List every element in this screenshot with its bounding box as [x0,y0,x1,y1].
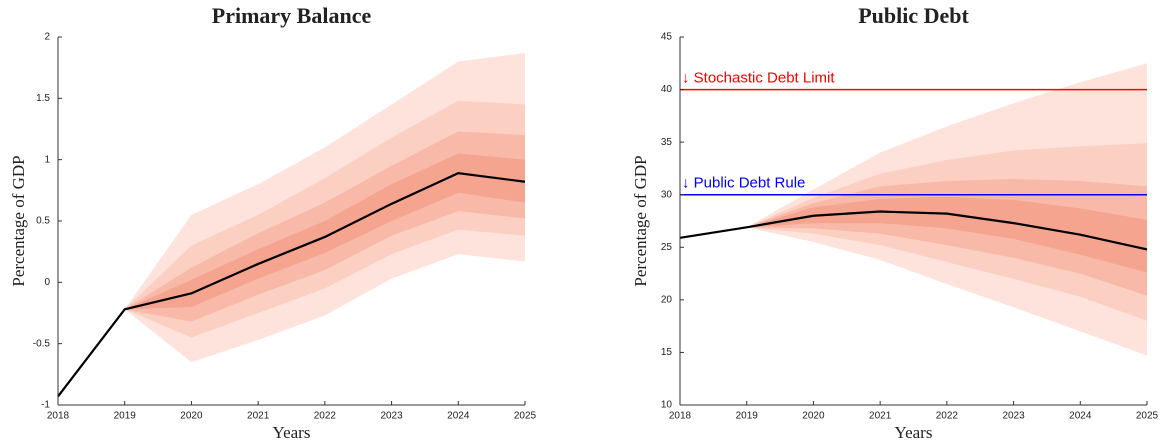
x-tick-label: 2024 [1069,411,1092,422]
y-tick-label: 0 [44,277,50,288]
x-tick-label: 2019 [736,411,759,422]
reference-label: ↓ Public Debt Rule [682,175,805,192]
y-tick-label: 10 [661,400,673,411]
x-tick-label: 2020 [180,411,203,422]
x-tick-label: 2020 [802,411,825,422]
x-tick-label: 2022 [936,411,959,422]
y-tick-label: 20 [661,294,673,305]
x-tick-label: 2023 [1002,411,1025,422]
x-tick-label: 2018 [669,411,692,422]
x-tick-label: 2018 [47,411,70,422]
fan-band [124,153,525,310]
x-tick-label: 2019 [114,411,137,422]
chart-title: Primary Balance [212,3,372,28]
y-tick-label: -0.5 [33,338,51,349]
y-axis-label: Percentage of GDP [631,155,650,286]
x-axis-label: Years [273,423,311,442]
y-tick-label: 0.5 [36,216,50,227]
y-tick-label: 1.5 [36,93,50,104]
y-tick-label: 2 [44,32,50,43]
x-tick-label: 2025 [514,411,537,422]
y-tick-label: -1 [41,400,50,411]
x-tick-label: 2022 [314,411,337,422]
median-line [57,172,526,398]
y-tick-label: 1 [44,154,50,165]
y-tick-label: 45 [661,32,673,43]
chart-title: Public Debt [858,3,969,28]
x-axis-label: Years [895,423,933,442]
x-tick-label: 2021 [869,411,892,422]
y-tick-label: 30 [661,189,673,200]
y-axis-label: Percentage of GDP [9,155,28,286]
y-tick-label: 40 [661,84,673,95]
y-tick-label: 35 [661,137,673,148]
x-tick-label: 2024 [447,411,470,422]
reference-label: ↓ Stochastic Debt Limit [682,70,835,87]
x-tick-label: 2021 [247,411,270,422]
x-tick-label: 2023 [380,411,403,422]
y-tick-label: 15 [661,347,673,358]
median-line [679,210,1148,251]
x-tick-label: 2025 [1136,411,1159,422]
fan-band [746,196,1147,273]
y-tick-label: 25 [661,242,673,253]
